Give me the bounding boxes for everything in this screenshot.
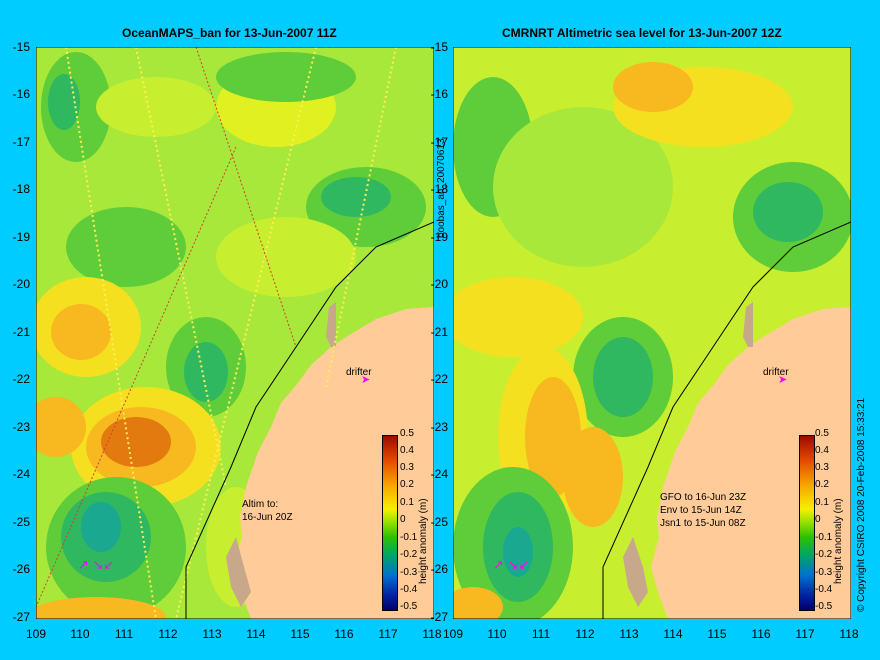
cb-tick: -0.4: [815, 584, 833, 595]
y-tick: -22: [12, 372, 30, 386]
cb-tick: -0.5: [815, 601, 833, 612]
cb-tick: 0: [815, 514, 821, 525]
x-tick: 113: [202, 627, 222, 641]
cb-tick: 0.4: [815, 445, 829, 456]
x-tick: 118: [839, 627, 859, 641]
cb-tick: 0.1: [400, 497, 414, 508]
y-tick: -19: [430, 230, 448, 244]
right-drifter-track-arrows-icon: ↗ ↘↙: [493, 557, 530, 572]
right-colorbar: [799, 435, 815, 611]
right-map-title: CMRNRT Altimetric sea level for 13-Jun-2…: [502, 26, 782, 40]
right-sat-line-1: GFO to 16-Jun 23Z: [660, 492, 747, 503]
cb-tick: -0.1: [400, 532, 418, 543]
x-tick: 116: [751, 627, 771, 641]
left-drifter-label: drifter: [346, 367, 372, 378]
right-drifter-arrow-icon: ➤: [778, 374, 788, 386]
y-tick: -27: [430, 610, 448, 624]
y-tick: -26: [430, 562, 448, 576]
cb-tick: -0.4: [400, 584, 418, 595]
left-map-panel: drifter ➤ Altim to: 16-Jun 20Z ↗ ↘↙: [36, 47, 434, 619]
right-colorbar-title: height anomaly (m): [833, 498, 844, 584]
cb-tick: -0.2: [815, 549, 833, 560]
y-tick: -15: [430, 40, 448, 54]
cb-tick: 0.4: [400, 445, 414, 456]
y-tick: -15: [12, 40, 30, 54]
y-tick: -22: [430, 372, 448, 386]
y-tick: -25: [12, 515, 30, 529]
x-tick: 117: [795, 627, 815, 641]
cb-tick: 0.5: [815, 428, 829, 439]
y-tick: -21: [430, 325, 448, 339]
cb-tick: 0.2: [400, 479, 414, 490]
right-drifter-label: drifter: [763, 367, 789, 378]
x-tick: 117: [378, 627, 398, 641]
cb-tick: -0.5: [400, 601, 418, 612]
left-altim-line2: 16-Jun 20Z: [242, 512, 293, 523]
y-tick: -23: [430, 420, 448, 434]
x-tick: 111: [114, 627, 134, 641]
left-drifter-track-arrows-icon: ↗ ↘↙: [78, 557, 115, 572]
right-sat-line-2: Env to 15-Jun 14Z: [660, 505, 742, 516]
y-tick: -17: [12, 135, 30, 149]
copyright-label: © Copyright CSIRO 2008 20-Feb-2008 15:33…: [856, 397, 867, 612]
right-map-panel: drifter ➤ GFO to 16-Jun 23Z Env to 15-Ju…: [453, 47, 851, 619]
x-tick: 114: [246, 627, 266, 641]
y-tick: -26: [12, 562, 30, 576]
x-tick: 111: [531, 627, 551, 641]
x-tick: 113: [619, 627, 639, 641]
x-tick: 110: [70, 627, 90, 641]
y-tick: -24: [12, 467, 30, 481]
y-tick: -18: [12, 182, 30, 196]
y-tick: -24: [430, 467, 448, 481]
cb-tick: -0.1: [815, 532, 833, 543]
y-tick: -20: [12, 277, 30, 291]
x-tick: 116: [334, 627, 354, 641]
cb-tick: 0.1: [815, 497, 829, 508]
cb-tick: -0.2: [400, 549, 418, 560]
right-map-svg: [453, 47, 851, 619]
cb-tick: 0.3: [400, 462, 414, 473]
y-tick: -17: [430, 135, 448, 149]
y-tick: -19: [12, 230, 30, 244]
cb-tick: -0.3: [815, 567, 833, 578]
left-colorbar: [382, 435, 398, 611]
left-drifter-arrow-icon: ➤: [361, 374, 371, 386]
x-tick: 110: [487, 627, 507, 641]
x-tick: 114: [663, 627, 683, 641]
x-tick: 112: [575, 627, 595, 641]
y-tick: -20: [430, 277, 448, 291]
y-tick: -25: [430, 515, 448, 529]
y-tick: -16: [12, 87, 30, 101]
x-tick: 115: [707, 627, 727, 641]
right-sat-line-3: Jsn1 to 15-Jun 08Z: [660, 518, 746, 529]
cb-tick: 0.2: [815, 479, 829, 490]
cb-tick: 0.3: [815, 462, 829, 473]
left-map-title: OceanMAPS_ban for 13-Jun-2007 11Z: [122, 26, 337, 40]
y-tick: -16: [430, 87, 448, 101]
y-tick: -18: [430, 182, 448, 196]
x-tick: 109: [442, 627, 464, 641]
x-tick: 118: [422, 627, 442, 641]
x-tick: 112: [158, 627, 178, 641]
left-altim-line1: Altim to:: [242, 499, 279, 510]
cb-tick: 0.5: [400, 428, 414, 439]
left-map-svg: [36, 47, 434, 619]
cb-tick: 0: [400, 514, 406, 525]
cb-tick: -0.3: [400, 567, 418, 578]
x-tick: 109: [25, 627, 47, 641]
y-tick: -27: [12, 610, 30, 624]
x-tick: 115: [290, 627, 310, 641]
y-tick: -23: [12, 420, 30, 434]
y-tick: -21: [12, 325, 30, 339]
